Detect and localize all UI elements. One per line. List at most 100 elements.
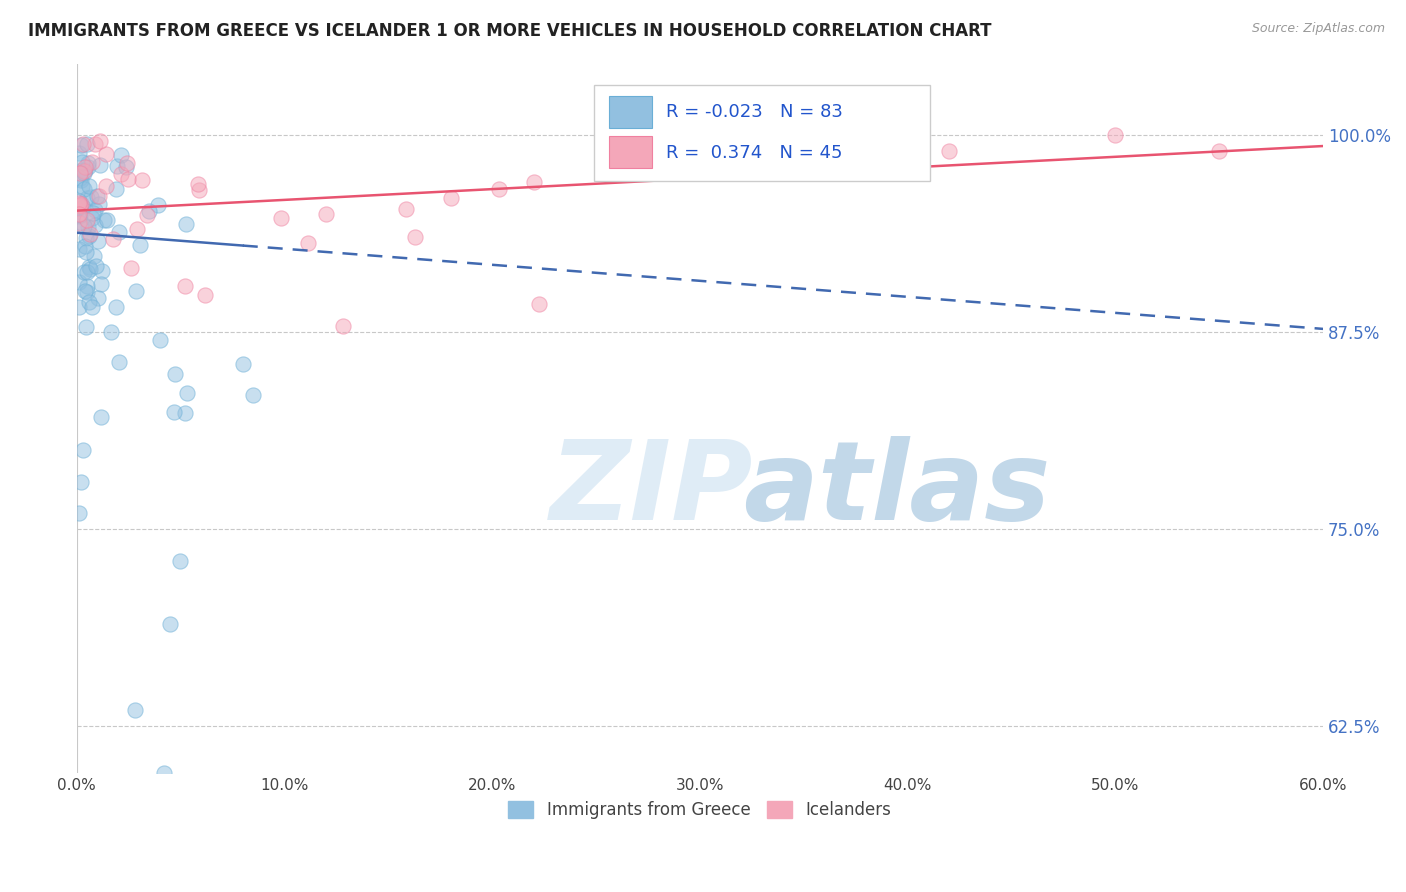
Point (87, 196, 110, 211)
Point (124, 703, 146, 717)
Point (242, 388, 264, 402)
Point (73, 265, 96, 279)
Point (270, 211, 292, 225)
Point (82, 205, 104, 219)
Point (174, 217, 197, 231)
Point (76, 285, 98, 299)
Point (79, 260, 101, 274)
Point (187, 177, 209, 191)
Point (232, 357, 254, 371)
Point (120, 261, 142, 276)
Point (77, 220, 100, 235)
Point (67, 216, 90, 230)
Text: R =  0.374   N = 45: R = 0.374 N = 45 (666, 144, 842, 161)
Point (72, 200, 94, 214)
Point (79, 227, 101, 241)
Point (67, 506, 90, 520)
Point (938, 144, 960, 158)
Point (125, 285, 148, 299)
Point (103, 231, 125, 245)
Point (69, 475, 91, 489)
Point (90, 277, 112, 291)
Point (105, 182, 128, 196)
Point (86, 292, 108, 306)
Point (136, 208, 159, 222)
Point (73, 164, 96, 178)
Point (297, 236, 319, 251)
Point (176, 385, 198, 400)
Point (89, 134, 111, 148)
Point (75, 245, 97, 260)
Text: atlas: atlas (744, 436, 1050, 543)
Point (187, 183, 209, 197)
Point (79, 262, 101, 277)
Point (67, 206, 90, 220)
Point (96, 212, 118, 227)
Point (87, 235, 110, 249)
Point (67, 215, 90, 229)
Point (69, 170, 91, 185)
Bar (609, 96, 652, 128)
Point (76, 212, 98, 227)
Point (117, 171, 139, 186)
Point (72, 136, 94, 151)
Point (67, 209, 90, 223)
Point (67, 300, 90, 314)
Point (439, 191, 461, 205)
Point (93, 213, 115, 227)
Point (793, 144, 815, 158)
Point (96, 147, 118, 161)
Point (108, 355, 131, 369)
Point (315, 207, 337, 221)
Point (76, 137, 98, 152)
Point (169, 553, 191, 567)
Bar (609, 136, 652, 169)
Point (77, 229, 100, 244)
Point (76, 156, 98, 170)
Text: ZIP: ZIP (550, 436, 754, 543)
Point (72, 443, 94, 458)
Point (115, 160, 138, 174)
Point (131, 172, 153, 186)
Point (73, 182, 96, 196)
Point (69, 137, 91, 152)
Point (70, 179, 93, 194)
Point (84, 218, 107, 232)
Point (163, 405, 186, 419)
Point (80, 155, 103, 169)
Point (67, 196, 90, 211)
Point (125, 222, 148, 236)
Point (70, 163, 93, 178)
Point (94, 179, 117, 194)
Point (194, 288, 217, 302)
Point (159, 616, 181, 631)
Point (84, 136, 107, 151)
Point (84, 203, 107, 218)
Point (105, 160, 128, 174)
Point (76, 279, 98, 293)
Point (70, 172, 93, 186)
Point (67, 194, 90, 208)
Point (146, 198, 169, 212)
Point (110, 167, 132, 181)
Point (86, 189, 108, 203)
Point (90, 264, 112, 278)
Point (77, 179, 100, 194)
Point (73, 160, 96, 174)
Point (90, 410, 112, 425)
Point (69, 208, 91, 222)
Point (73, 219, 96, 234)
Point (108, 226, 131, 240)
Point (67, 275, 90, 289)
Point (79, 190, 101, 204)
Text: R = -0.023   N = 83: R = -0.023 N = 83 (666, 103, 844, 121)
Point (75, 320, 97, 334)
Point (174, 279, 197, 293)
Point (77, 160, 100, 174)
Point (1104, 128, 1126, 142)
Point (104, 300, 127, 314)
Point (115, 156, 138, 170)
Point (73, 163, 96, 178)
Text: IMMIGRANTS FROM GREECE VS ICELANDER 1 OR MORE VEHICLES IN HOUSEHOLD CORRELATION : IMMIGRANTS FROM GREECE VS ICELANDER 1 OR… (28, 22, 991, 40)
Point (89, 157, 111, 171)
